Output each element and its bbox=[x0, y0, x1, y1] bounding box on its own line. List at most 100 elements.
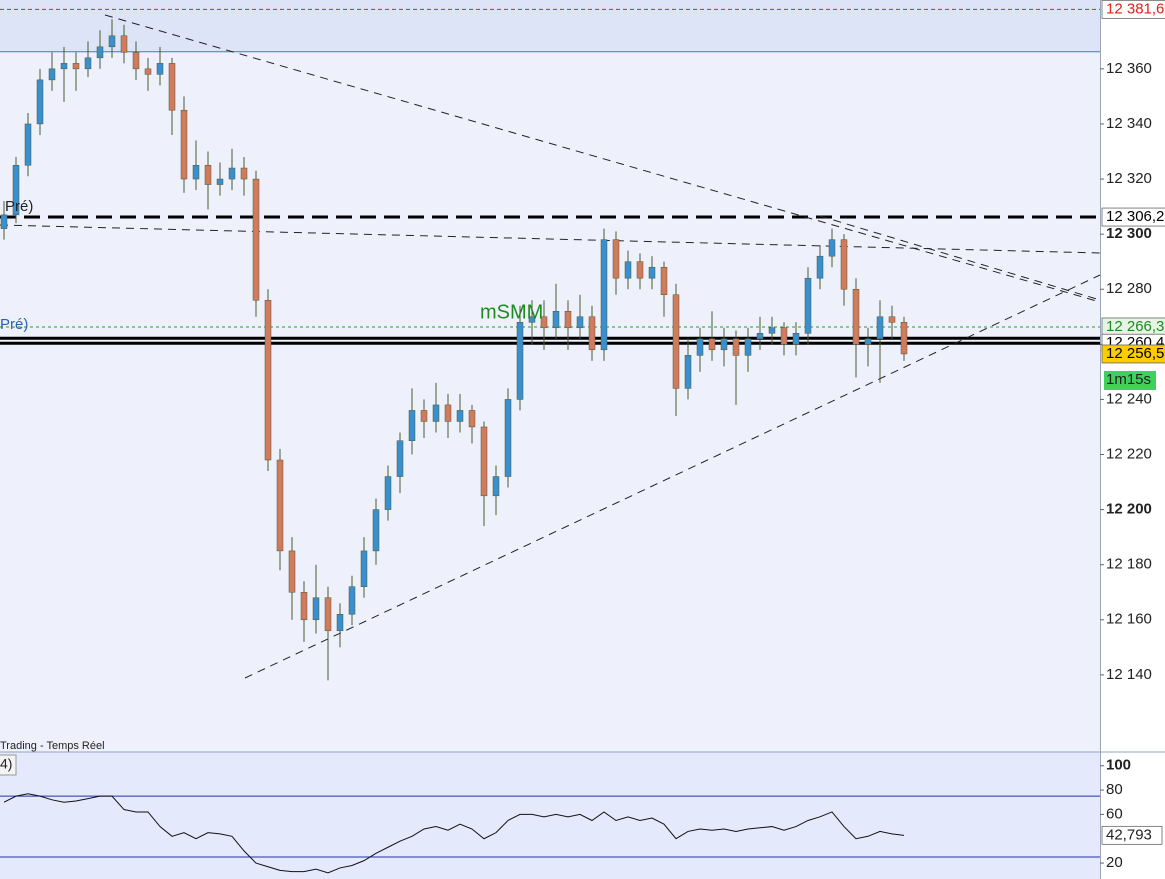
candle-body bbox=[312, 597, 320, 621]
level-label: 12 266,3 bbox=[1106, 318, 1164, 335]
levels-layer bbox=[0, 8, 1100, 858]
candle-body bbox=[48, 68, 56, 81]
y-tick-label: 12 180 bbox=[1106, 556, 1152, 573]
candle-body bbox=[84, 57, 92, 70]
candle-body bbox=[648, 266, 656, 279]
candle-body bbox=[216, 178, 224, 185]
indicator-title: 4) bbox=[0, 756, 12, 772]
candle-body bbox=[888, 316, 896, 323]
trendline bbox=[0, 224, 1101, 254]
candle-body bbox=[420, 410, 428, 422]
level-label-box bbox=[1101, 344, 1165, 364]
candle-body bbox=[336, 614, 344, 632]
candle-body bbox=[768, 327, 776, 334]
candle-body bbox=[492, 476, 500, 497]
candle-body bbox=[840, 239, 848, 290]
candle-body bbox=[396, 440, 404, 477]
candle-body bbox=[180, 109, 188, 180]
y-tick-label: 12 280 bbox=[1106, 280, 1152, 297]
candle-body bbox=[456, 410, 464, 422]
candle-body bbox=[816, 255, 824, 279]
candle-body bbox=[516, 322, 524, 400]
candle-body bbox=[432, 404, 440, 422]
candle-body bbox=[300, 591, 308, 621]
y-tick-label: 12 220 bbox=[1106, 445, 1152, 462]
rsi-label-box bbox=[1101, 825, 1163, 845]
candle-body bbox=[564, 311, 572, 329]
candle-body bbox=[204, 165, 212, 185]
y-tick-label: 12 240 bbox=[1106, 390, 1152, 407]
trendline bbox=[819, 215, 1101, 301]
candle-body bbox=[792, 333, 800, 345]
candle-body bbox=[744, 338, 752, 356]
candle-body bbox=[228, 167, 236, 180]
candle-body bbox=[624, 261, 632, 279]
y-tick-label: 12 160 bbox=[1106, 611, 1152, 628]
candle-body bbox=[240, 167, 248, 180]
y-tick-label: 12 140 bbox=[1106, 666, 1152, 683]
candle-body bbox=[684, 355, 692, 389]
candle-body bbox=[864, 338, 872, 345]
candle-body bbox=[528, 316, 536, 323]
candle-body bbox=[156, 63, 164, 75]
candle-body bbox=[372, 509, 380, 552]
candle-body bbox=[0, 214, 8, 229]
candle-body bbox=[876, 316, 884, 340]
candle-body bbox=[264, 299, 272, 461]
axis: 12 140 12 160 12 180 12 200 12 220 12 240 12 2… bbox=[1100, 0, 1165, 871]
level-label: 12 306,2 bbox=[1106, 208, 1164, 225]
candle-body bbox=[108, 35, 116, 48]
candle-body bbox=[540, 316, 548, 329]
candle-body bbox=[12, 165, 20, 216]
y-tick-label: 12 340 bbox=[1106, 115, 1152, 132]
candle-body bbox=[576, 316, 584, 329]
candle-body bbox=[120, 35, 128, 53]
y-tick-label: 60 bbox=[1106, 805, 1123, 822]
candle-body bbox=[780, 327, 788, 345]
candle-body bbox=[696, 338, 704, 356]
annotation: mSMM bbox=[480, 301, 543, 323]
candle-body bbox=[600, 239, 608, 351]
annotation: Pré) bbox=[5, 198, 33, 215]
level-label-box bbox=[1101, 207, 1165, 227]
candle-body bbox=[852, 288, 860, 345]
candle-body bbox=[660, 266, 668, 295]
candles bbox=[0, 19, 908, 874]
candle-body bbox=[276, 459, 284, 552]
plot-background bbox=[0, 0, 1100, 752]
y-tick-label: 20 bbox=[1106, 854, 1123, 871]
candle-body bbox=[672, 294, 680, 389]
candle-body bbox=[360, 550, 368, 587]
candle-body bbox=[900, 322, 908, 355]
plot-top-band bbox=[0, 0, 1100, 52]
countdown: 1m15s bbox=[1106, 371, 1151, 388]
rsi-line bbox=[3, 793, 905, 874]
candle-body bbox=[96, 46, 104, 59]
candle-body bbox=[168, 63, 176, 111]
level-label-box bbox=[1101, 0, 1165, 19]
trendline bbox=[104, 14, 1101, 303]
candle-body bbox=[708, 338, 716, 351]
level-label: 12 256,5 bbox=[1106, 345, 1164, 362]
candle-body bbox=[444, 404, 452, 422]
candle-body bbox=[468, 410, 476, 428]
trendlines bbox=[0, 14, 1101, 679]
candle-body bbox=[72, 63, 80, 70]
y-tick-label: 100 bbox=[1106, 757, 1131, 774]
candle-body bbox=[252, 178, 260, 301]
indicator-box bbox=[0, 754, 17, 776]
rsi-value-label: 42,793 bbox=[1106, 826, 1152, 843]
candle-body bbox=[552, 311, 560, 329]
annotation: Pré) bbox=[0, 316, 28, 333]
candle-body bbox=[384, 476, 392, 510]
y-tick-label: 12 360 bbox=[1106, 60, 1152, 77]
y-tick-label: 12 320 bbox=[1106, 170, 1152, 187]
candle-body bbox=[828, 239, 836, 257]
candle-body bbox=[36, 79, 44, 125]
candle-body bbox=[636, 261, 644, 279]
candle-body bbox=[756, 333, 764, 340]
candle-body bbox=[348, 586, 356, 615]
candle-body bbox=[720, 338, 728, 351]
